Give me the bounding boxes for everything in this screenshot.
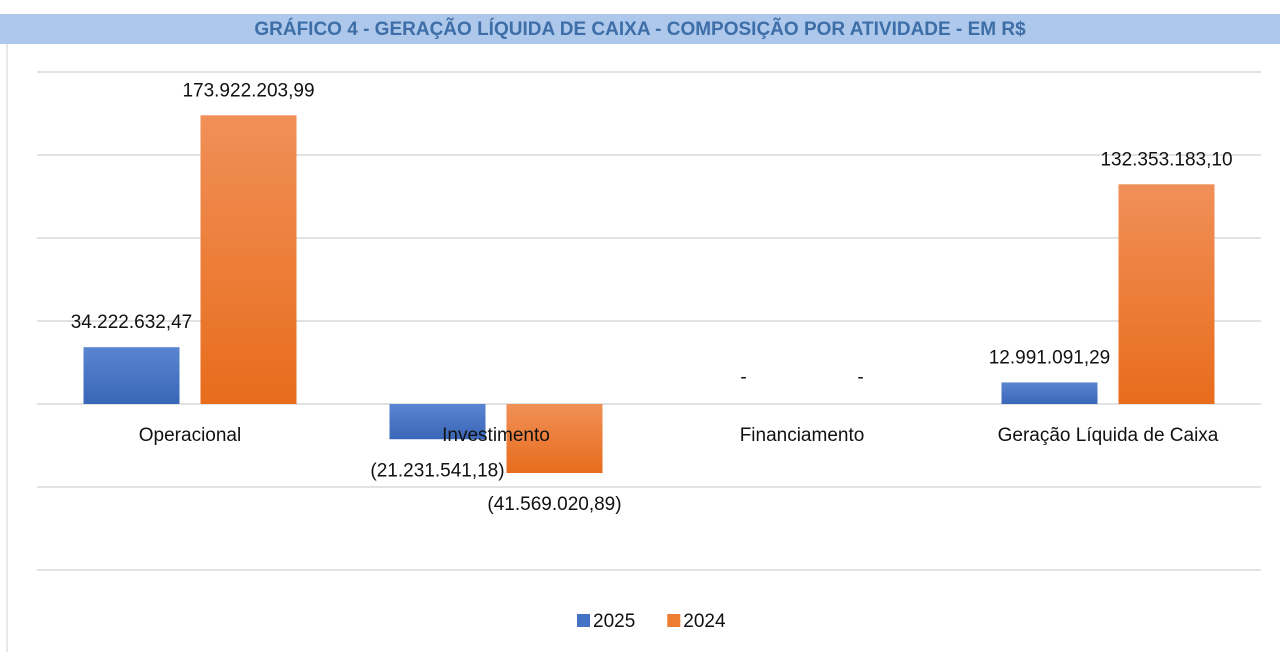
data-label: - — [740, 367, 746, 388]
legend-label: 2024 — [683, 611, 726, 632]
bar — [83, 347, 180, 404]
x-tick-label: Financiamento — [740, 425, 865, 446]
data-label: 132.353.183,10 — [1100, 149, 1232, 170]
legend-label: 2025 — [593, 611, 635, 632]
data-label: 173.922.203,99 — [182, 80, 314, 101]
bar — [389, 404, 486, 440]
bar — [506, 404, 603, 474]
chart-title: GRÁFICO 4 - GERAÇÃO LÍQUIDA DE CAIXA - C… — [254, 18, 1026, 40]
legend-swatch — [667, 614, 681, 627]
bar — [200, 115, 297, 405]
bar — [1118, 184, 1215, 404]
x-tick-label: Operacional — [139, 425, 241, 446]
x-tick-label: Investimento — [442, 425, 550, 446]
data-label: (21.231.541,18) — [370, 460, 504, 481]
title-bar — [0, 14, 1280, 44]
data-label: (41.569.020,89) — [487, 494, 621, 515]
data-label: 34.222.632,47 — [71, 312, 193, 333]
bar — [1001, 382, 1098, 404]
data-label: 12.991.091,29 — [989, 347, 1111, 368]
legend-swatch — [577, 614, 590, 627]
data-label: - — [857, 367, 863, 388]
x-tick-label: Geração Líquida de Caixa — [998, 425, 1219, 446]
